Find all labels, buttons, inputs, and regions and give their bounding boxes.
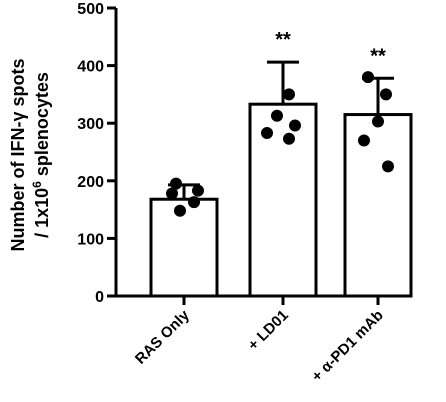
- y-tick-label: 300: [77, 116, 104, 133]
- y-axis: 0 100 200 300 400 500: [77, 1, 118, 306]
- significance-label: **: [275, 29, 291, 51]
- y-tick-label: 200: [77, 174, 104, 191]
- y-tick-label: 0: [95, 289, 104, 306]
- y-axis-label-line2-suffix: splenocytes: [32, 72, 52, 181]
- x-tick-label: + α-PD1 mAb: [308, 307, 386, 385]
- data-point: [358, 134, 370, 147]
- data-point: [188, 196, 200, 209]
- significance-label: **: [370, 45, 386, 67]
- x-tick-label: + LD01: [245, 307, 292, 354]
- y-axis-label-line2: / 1x10: [32, 188, 52, 238]
- data-point: [372, 115, 384, 128]
- bar: [343, 113, 413, 298]
- data-point: [166, 187, 178, 200]
- y-tick-label: 400: [77, 59, 104, 76]
- data-point: [283, 88, 295, 101]
- data-point: [362, 71, 374, 84]
- data-point: [192, 184, 204, 197]
- data-point: [283, 132, 295, 145]
- data-point: [289, 119, 301, 132]
- y-axis-label-line1: Number of IFN-γ spots: [8, 58, 28, 251]
- data-points: [166, 71, 394, 217]
- significance-markers: ** **: [275, 29, 386, 67]
- y-tick-label: 500: [77, 1, 104, 18]
- svg-text:Number of IFN-γ spots: Number of IFN-γ spots: [8, 58, 28, 251]
- data-point: [261, 126, 273, 139]
- data-point: [170, 177, 182, 190]
- y-tick-label: 100: [77, 231, 104, 248]
- svg-text:/ 1x106 splenocytes: / 1x106 splenocytes: [30, 72, 52, 238]
- x-tick-label: RAS Only: [132, 306, 193, 367]
- x-axis: RAS Only + LD01 + α-PD1 mAb: [116, 294, 400, 385]
- data-point: [174, 204, 186, 217]
- data-point: [382, 160, 394, 173]
- y-axis-label-superscript: 6: [30, 181, 44, 188]
- y-axis-label: Number of IFN-γ spots / 1x106 splenocyte…: [8, 58, 52, 251]
- data-point: [271, 109, 283, 122]
- data-point: [380, 88, 392, 101]
- bar: [248, 102, 318, 298]
